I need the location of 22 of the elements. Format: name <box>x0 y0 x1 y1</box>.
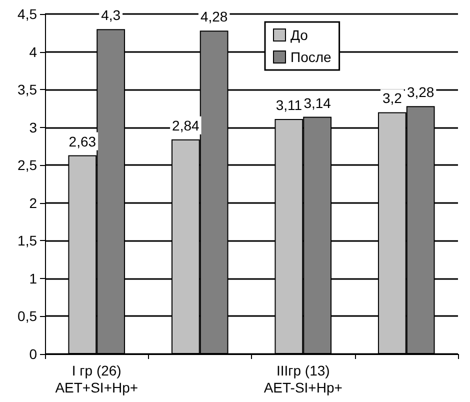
y-tick-label: 1,5 <box>18 232 38 249</box>
data-label: 4,28 <box>200 8 228 25</box>
data-label: 4,3 <box>101 7 121 24</box>
data-label: 3,14 <box>304 94 332 111</box>
data-label: 2,84 <box>172 117 200 134</box>
data-label: 3,2 <box>382 90 402 106</box>
y-tick-label: 1 <box>29 270 38 286</box>
y-tick-label: 0 <box>29 346 38 362</box>
x-tick-label: I гр (26) AET+SI+Hp+ <box>55 362 138 396</box>
y-tick-label: 2 <box>29 194 38 211</box>
y-tick-label: 4 <box>29 44 38 60</box>
y-tick-label: 4,5 <box>18 6 38 22</box>
data-label: 3,28 <box>406 84 434 100</box>
legend-label: До <box>290 27 308 43</box>
data-label: 2,63 <box>68 133 96 150</box>
y-tick-label: 3,5 <box>18 82 38 98</box>
legend-label: После <box>290 49 332 65</box>
x-tick-label: IIIгр (13) AET-SI+Hp+ <box>264 362 342 396</box>
data-label: 3,11 <box>276 97 302 114</box>
y-tick-label: 3 <box>29 119 38 136</box>
y-tick-label: 2,5 <box>18 157 38 174</box>
y-tick-label: 0,5 <box>18 308 38 324</box>
